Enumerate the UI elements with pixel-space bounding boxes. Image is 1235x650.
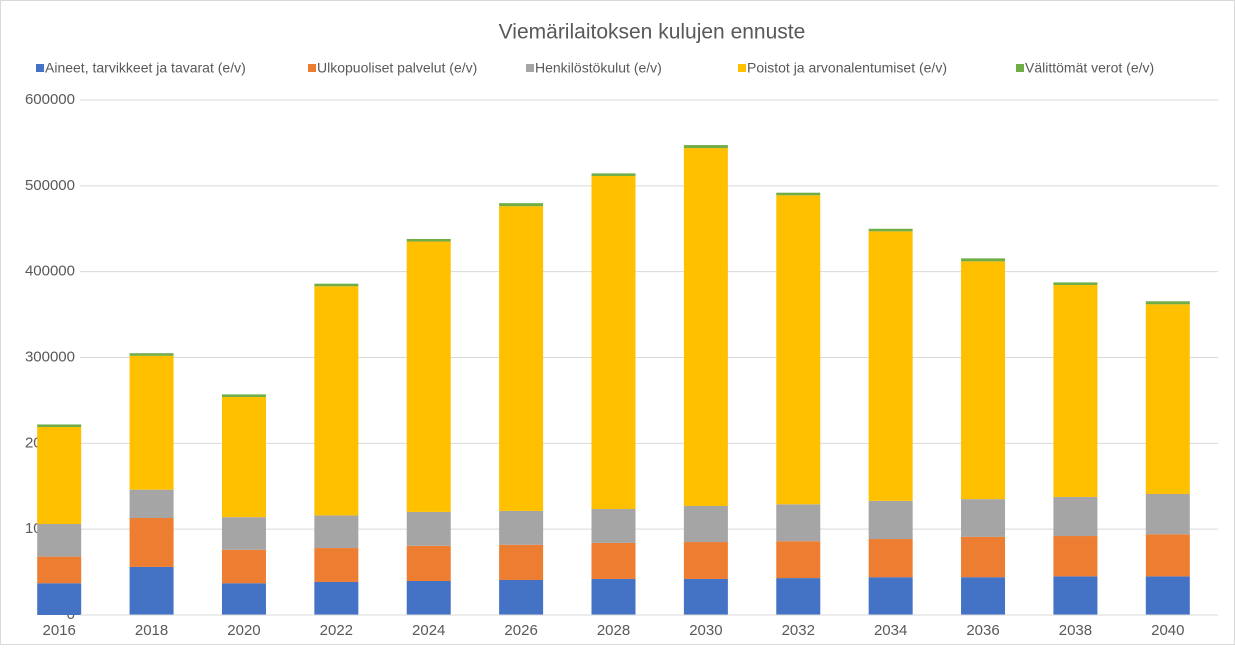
bar-segment (314, 548, 359, 582)
bar-segment (1145, 493, 1190, 535)
bar-segment (868, 500, 913, 540)
bar-segment (499, 510, 544, 545)
legend-label: Välittömät verot (e/v) (1025, 60, 1154, 76)
bar-segment (406, 545, 451, 582)
legend-swatch (308, 64, 316, 72)
bar-segment (1145, 304, 1190, 494)
x-tick-label: 2026 (504, 622, 537, 639)
bar-segment (683, 505, 728, 543)
bar-segment (314, 286, 359, 516)
bar-segment (961, 261, 1006, 500)
bar-segment (591, 173, 636, 176)
bar-segment (868, 539, 913, 578)
x-tick-label: 2036 (966, 622, 999, 639)
legend-label: Henkilöstökulut (e/v) (535, 60, 662, 76)
x-tick-label: 2024 (412, 622, 445, 639)
legend-label: Aineet, tarvikkeet ja tavarat (e/v) (45, 60, 246, 76)
bar-segment (406, 238, 451, 242)
bar-segment (314, 581, 359, 615)
bar-segment (776, 504, 821, 542)
y-tick-label: 500000 (25, 177, 75, 194)
legend-swatch (526, 64, 534, 72)
bar-segment (221, 394, 266, 397)
bar-segment (961, 258, 1006, 262)
bar-segment (868, 577, 913, 615)
bar-segment (683, 578, 728, 615)
bar-segment (221, 549, 266, 584)
bar-segment (37, 427, 82, 525)
bar-segment (1145, 534, 1190, 577)
x-tick-label: 2038 (1059, 622, 1092, 639)
bar-segment (37, 583, 82, 615)
bar-segment (499, 206, 544, 511)
bar-segment (776, 578, 821, 615)
bar-segment (37, 524, 82, 557)
bar-segment (961, 577, 1006, 615)
bar-segment (1053, 282, 1098, 285)
bar-segment (683, 542, 728, 579)
bar-segment (129, 489, 174, 519)
bar-segment (129, 518, 174, 567)
bar-segment (406, 581, 451, 615)
bar-segment (37, 424, 82, 428)
bar-segment (129, 355, 174, 490)
x-tick-label: 2030 (689, 622, 722, 639)
bar-segment (314, 515, 359, 549)
bar-segment (499, 544, 544, 580)
bar-segment (868, 228, 913, 232)
bar-segment (1053, 536, 1098, 577)
bar-segment (961, 536, 1006, 578)
bar-segment (776, 195, 821, 505)
x-tick-label: 2018 (135, 622, 168, 639)
y-tick-label: 400000 (25, 263, 75, 280)
bar-segment (683, 148, 728, 506)
bar-segment (1053, 284, 1098, 497)
y-tick-label: 300000 (25, 348, 75, 365)
bar-segment (129, 566, 174, 615)
bar-segment (591, 578, 636, 615)
legend-label: Poistot ja arvonalentumiset (e/v) (747, 60, 947, 76)
legend-swatch (1016, 64, 1024, 72)
x-tick-label: 2034 (874, 622, 907, 639)
bar-segment (776, 541, 821, 579)
bar-segment (37, 556, 82, 584)
legend-swatch (738, 64, 746, 72)
bar-segment (683, 145, 728, 149)
bar-segment (221, 517, 266, 550)
bar-segment (1145, 576, 1190, 615)
bar-segment (499, 203, 544, 207)
bar-segment (591, 542, 636, 579)
legend-label: Ulkopuoliset palvelut (e/v) (317, 60, 477, 76)
x-tick-label: 2032 (782, 622, 815, 639)
bar-segment (1145, 301, 1190, 305)
bar-segment (406, 241, 451, 512)
bar-segment (1053, 496, 1098, 537)
bar-segment (314, 283, 359, 287)
x-tick-label: 2020 (227, 622, 260, 639)
x-tick-label: 2022 (320, 622, 353, 639)
y-tick-label: 600000 (25, 91, 75, 108)
bar-segment (499, 579, 544, 615)
x-tick-label: 2040 (1151, 622, 1184, 639)
bar-segment (406, 511, 451, 546)
bar-segment (129, 353, 174, 356)
legend-swatch (36, 64, 44, 72)
bar-segment (868, 231, 913, 501)
x-tick-label: 2028 (597, 622, 630, 639)
bar-segment (1053, 576, 1098, 615)
x-tick-label: 2016 (43, 622, 76, 639)
chart-title: Viemärilaitoksen kulujen ennuste (499, 21, 806, 44)
bar-segment (591, 175, 636, 509)
bar-segment (591, 508, 636, 543)
bar-segment (961, 499, 1006, 537)
bar-segment (221, 583, 266, 615)
bar-segment (221, 396, 266, 518)
bar-segment (776, 192, 821, 196)
